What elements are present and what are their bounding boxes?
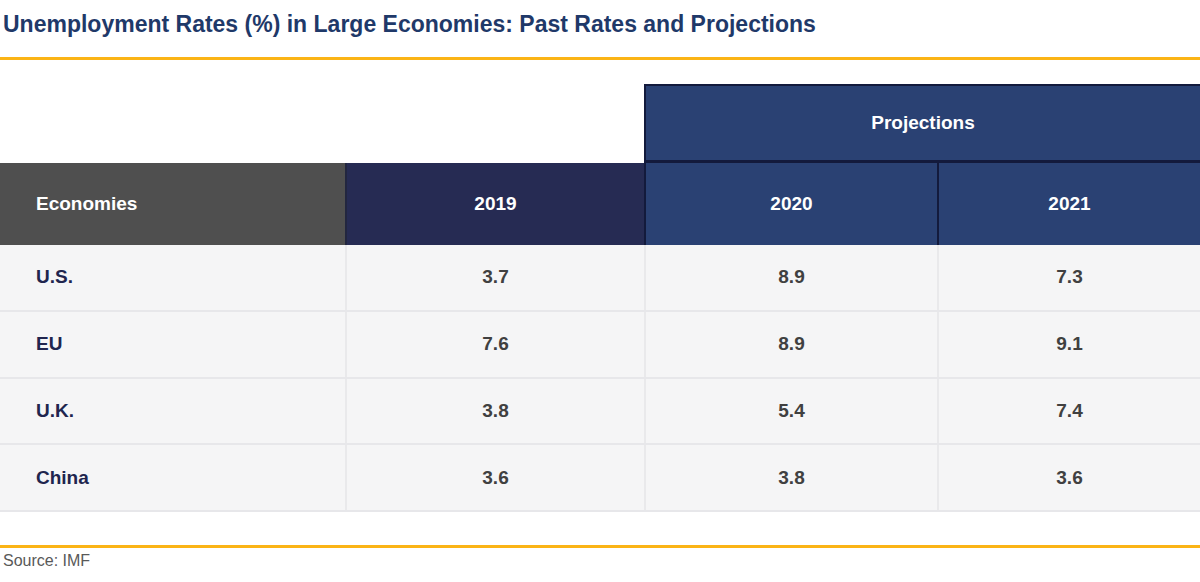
bottom-divider-rule xyxy=(0,545,1200,548)
table-header-row: Economies 2019 2020 2021 xyxy=(0,163,1200,245)
value-2019: 3.6 xyxy=(345,445,644,510)
value-2021: 3.6 xyxy=(937,445,1200,510)
table-body: U.S. 3.7 8.9 7.3 EU 7.6 8.9 9.1 U.K. 3.8… xyxy=(0,245,1200,512)
value-2020: 8.9 xyxy=(644,245,937,310)
value-2021: 7.3 xyxy=(937,245,1200,310)
projections-group-header: Projections xyxy=(644,84,1200,163)
page-title: Unemployment Rates (%) in Large Economie… xyxy=(3,11,816,38)
column-header-economies: Economies xyxy=(0,163,345,245)
projections-group-label: Projections xyxy=(871,112,974,134)
top-divider-rule xyxy=(0,57,1200,60)
value-2020: 5.4 xyxy=(644,379,937,444)
row-label: China xyxy=(0,445,345,510)
value-2021: 9.1 xyxy=(937,312,1200,377)
row-label: U.K. xyxy=(0,379,345,444)
column-header-2020-label: 2020 xyxy=(770,193,812,215)
table-row-eu: EU 7.6 8.9 9.1 xyxy=(0,312,1200,379)
table-row-uk: U.K. 3.8 5.4 7.4 xyxy=(0,379,1200,446)
source-note: Source: IMF xyxy=(3,552,90,570)
value-2020: 8.9 xyxy=(644,312,937,377)
column-header-2020: 2020 xyxy=(644,163,937,245)
value-2019: 3.7 xyxy=(345,245,644,310)
column-header-2021-label: 2021 xyxy=(1048,193,1090,215)
row-label: EU xyxy=(0,312,345,377)
value-2020: 3.8 xyxy=(644,445,937,510)
column-header-economies-label: Economies xyxy=(36,193,137,215)
page: Unemployment Rates (%) in Large Economie… xyxy=(0,0,1200,582)
column-header-2019-label: 2019 xyxy=(474,193,516,215)
value-2019: 3.8 xyxy=(345,379,644,444)
row-label: U.S. xyxy=(0,245,345,310)
value-2021: 7.4 xyxy=(937,379,1200,444)
table-row-us: U.S. 3.7 8.9 7.3 xyxy=(0,245,1200,312)
table-row-china: China 3.6 3.8 3.6 xyxy=(0,445,1200,512)
value-2019: 7.6 xyxy=(345,312,644,377)
column-header-2019: 2019 xyxy=(345,163,644,245)
column-header-2021: 2021 xyxy=(937,163,1200,245)
